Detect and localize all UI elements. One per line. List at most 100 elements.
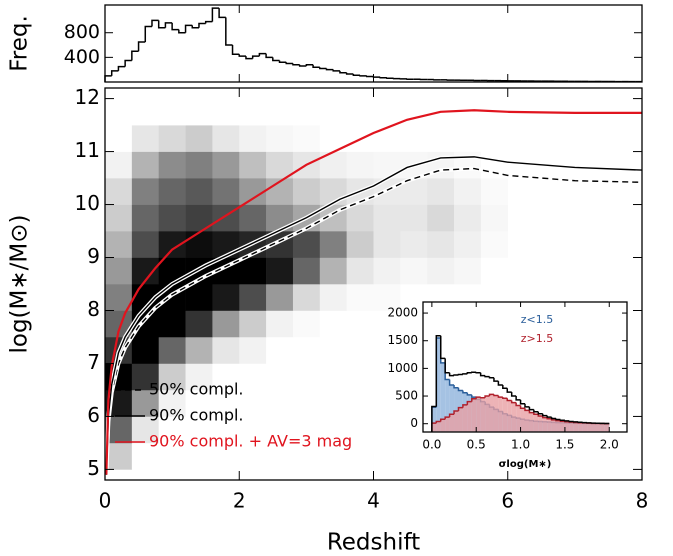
hist-step bbox=[564, 420, 570, 422]
legend-label: z<1.5 bbox=[521, 313, 553, 326]
hist-step bbox=[448, 413, 455, 418]
hist-bar bbox=[560, 421, 565, 432]
hist-step bbox=[184, 24, 193, 33]
heatmap-cell bbox=[480, 125, 509, 152]
hist-step bbox=[537, 414, 543, 417]
heatmap-cell bbox=[427, 178, 455, 205]
heatmap-cell bbox=[373, 204, 401, 232]
heatmap-cell bbox=[131, 416, 159, 444]
heatmap-cell bbox=[454, 125, 482, 152]
heatmap-cell bbox=[158, 178, 186, 205]
heatmap-cell bbox=[400, 442, 428, 470]
hist-bar bbox=[480, 397, 486, 432]
heatmap-cell bbox=[400, 204, 428, 232]
hist-step bbox=[475, 372, 481, 374]
heatmap-cell bbox=[427, 231, 455, 258]
heatmap-cell bbox=[480, 257, 509, 285]
heatmap-cell bbox=[266, 442, 294, 470]
x-tick-label: 1.0 bbox=[511, 438, 530, 452]
heatmap-cell bbox=[427, 125, 455, 152]
heatmap-cell bbox=[185, 416, 213, 444]
hist-step bbox=[298, 64, 307, 67]
heatmap-cell bbox=[346, 336, 374, 364]
heatmap-cell bbox=[454, 257, 482, 285]
hist-step bbox=[265, 53, 273, 59]
heatmap-cell bbox=[158, 389, 186, 417]
heatmap-cell bbox=[212, 284, 240, 311]
hist-bar bbox=[538, 415, 543, 432]
hist-step bbox=[178, 29, 186, 34]
y-tick-label: 8 bbox=[87, 297, 100, 321]
hist-bar bbox=[440, 362, 446, 432]
heatmap-cell bbox=[319, 310, 347, 338]
y-tick-label: 9 bbox=[87, 244, 100, 268]
hist-step bbox=[457, 387, 463, 392]
x-tick-label: 1.5 bbox=[555, 438, 574, 452]
y-tick-label: 10 bbox=[75, 191, 100, 215]
hist-step bbox=[352, 73, 361, 76]
heatmap-cell bbox=[105, 284, 133, 311]
heatmap-cell bbox=[346, 204, 374, 232]
heatmap-cell bbox=[454, 204, 482, 232]
heatmap-cell bbox=[454, 442, 482, 470]
y-tick-label: 7 bbox=[87, 350, 100, 374]
hist-step bbox=[435, 334, 441, 407]
hist-step bbox=[372, 76, 381, 78]
heatmap-cell bbox=[105, 204, 133, 232]
hist-step bbox=[312, 64, 320, 68]
heatmap-cell bbox=[185, 389, 213, 417]
x-tick-label: 0 bbox=[99, 489, 112, 513]
hist-bar bbox=[440, 419, 446, 432]
heatmap-cell bbox=[239, 310, 267, 338]
hist-step bbox=[366, 75, 374, 78]
heatmap-cell bbox=[292, 231, 321, 258]
hist-bar bbox=[449, 384, 455, 432]
hist-bar bbox=[564, 421, 570, 432]
hist-step bbox=[191, 25, 199, 29]
hist-step bbox=[245, 56, 253, 60]
heatmap-cell bbox=[400, 231, 428, 258]
hist-step bbox=[225, 17, 233, 46]
hist-step bbox=[555, 418, 561, 421]
heatmap-cell bbox=[266, 336, 294, 364]
heatmap-cell bbox=[480, 178, 509, 205]
heatmap-cell bbox=[373, 336, 401, 364]
hist-step bbox=[431, 405, 437, 432]
hist-step bbox=[457, 373, 463, 376]
heatmap-cell bbox=[131, 231, 159, 258]
heatmap-cell bbox=[131, 442, 159, 470]
hist-step bbox=[515, 402, 521, 407]
heatmap-cell bbox=[292, 310, 321, 338]
x-axis-label: σlog(M∗) bbox=[499, 459, 552, 470]
hist-step bbox=[251, 55, 260, 59]
heatmap-cell bbox=[454, 231, 482, 258]
hist-bar bbox=[467, 401, 472, 432]
plot-frame bbox=[104, 87, 643, 481]
hist-step bbox=[386, 77, 394, 80]
heatmap-cell bbox=[158, 310, 186, 338]
hist-step bbox=[345, 72, 354, 75]
hist-bar bbox=[573, 422, 579, 432]
hist-step bbox=[550, 417, 557, 420]
heatmap-cell bbox=[373, 231, 401, 258]
heatmap-cell bbox=[158, 98, 186, 126]
heatmap-cell bbox=[319, 336, 347, 364]
hist-bar bbox=[578, 422, 583, 432]
x-tick-label: 0.0 bbox=[422, 438, 441, 452]
hist-step bbox=[475, 396, 481, 399]
heatmap-cell bbox=[105, 98, 133, 126]
plot-background bbox=[105, 5, 642, 82]
hist-step bbox=[448, 372, 455, 377]
hist-step bbox=[292, 63, 300, 66]
heatmap-cell bbox=[373, 125, 401, 152]
heatmap-cell bbox=[292, 257, 321, 285]
heatmap-cell bbox=[319, 442, 347, 470]
heatmap-cell bbox=[292, 416, 321, 444]
x-tick-label: 8 bbox=[636, 489, 649, 513]
heatmap-cell bbox=[346, 416, 374, 444]
y-tick-label: 12 bbox=[75, 85, 100, 109]
hist-step bbox=[462, 373, 468, 375]
heatmap-cell bbox=[158, 416, 186, 444]
hist-step bbox=[524, 408, 530, 412]
hist-bar bbox=[445, 379, 450, 432]
